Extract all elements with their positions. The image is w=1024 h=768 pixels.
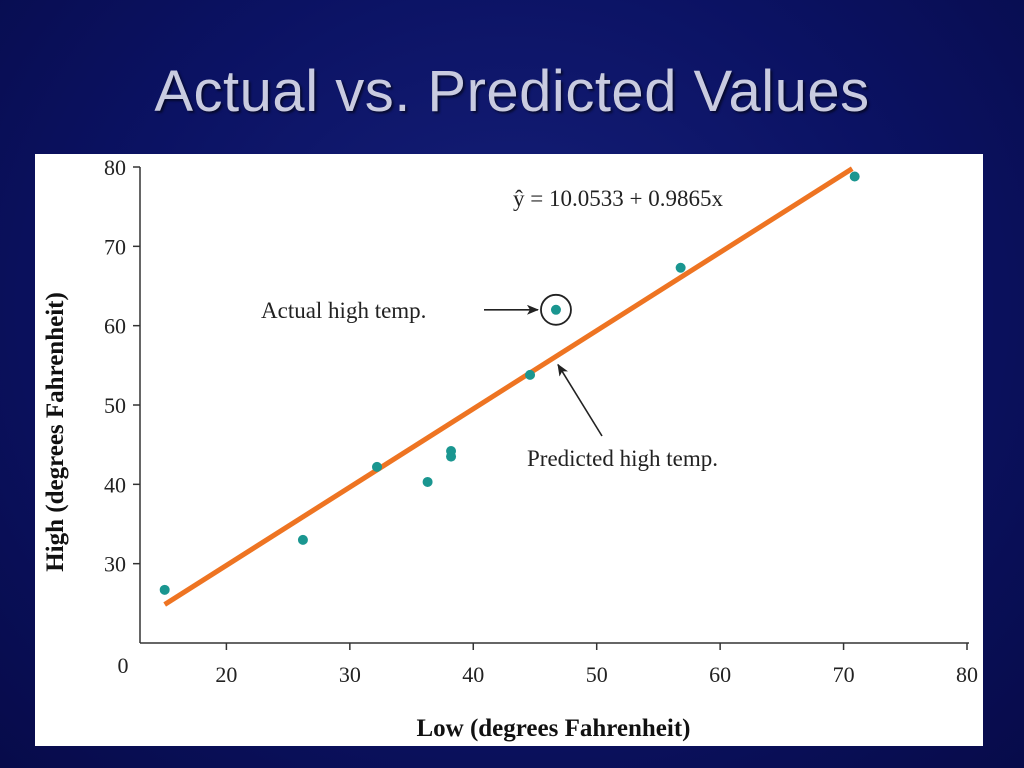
slide-title: Actual vs. Predicted Values — [154, 59, 870, 124]
y-axis-title: High (degrees Fahrenheit) — [42, 292, 69, 572]
y-tick-label: 50 — [104, 393, 126, 418]
y-tick-label: 70 — [104, 234, 126, 259]
data-point — [675, 262, 686, 273]
x-tick-label: 70 — [833, 662, 855, 687]
data-point — [297, 534, 308, 545]
data-point — [849, 171, 860, 182]
data-point — [422, 476, 433, 487]
regression-equation: ŷ = 10.0533 + 0.9865x — [513, 186, 723, 211]
actual-high-temp-label: Actual high temp. — [261, 298, 426, 323]
origin-tick-label: 0 — [118, 653, 129, 678]
annotations — [484, 293, 603, 437]
predicted-high-temp-label: Predicted high temp. — [527, 446, 718, 471]
y-tick-label: 40 — [104, 472, 126, 497]
data-point — [525, 369, 536, 380]
x-axis-title: Low (degrees Fahrenheit) — [416, 715, 690, 742]
predicted-label-arrow — [557, 363, 603, 437]
y-tick-label: 30 — [104, 552, 126, 577]
chart-panel: 20 30 40 50 60 70 80 30 40 50 60 70 80 ŷ = 10.0533 +… — [35, 154, 983, 746]
data-point — [446, 446, 457, 457]
x-tick-label: 50 — [586, 662, 608, 687]
regression-line — [163, 166, 854, 607]
y-tick-label: 80 — [104, 155, 126, 180]
x-tick-label: 40 — [462, 662, 484, 687]
x-tick-label: 30 — [339, 662, 361, 687]
data-point — [371, 461, 382, 472]
data-point — [159, 584, 170, 595]
x-tick-label: 80 — [956, 662, 978, 687]
data-point — [550, 304, 561, 315]
x-tick-label: 60 — [709, 662, 731, 687]
actual-point-highlight-circle — [540, 293, 572, 326]
data-points — [159, 171, 860, 595]
scatter-chart: 20 30 40 50 60 70 80 30 40 50 60 70 80 ŷ = 10.0533 +… — [42, 155, 978, 742]
axes: 20 30 40 50 60 70 80 30 40 50 60 70 80 — [104, 155, 978, 687]
y-tick-label: 60 — [104, 314, 126, 339]
x-tick-label: 20 — [215, 662, 237, 687]
regression-line-group — [163, 166, 854, 607]
